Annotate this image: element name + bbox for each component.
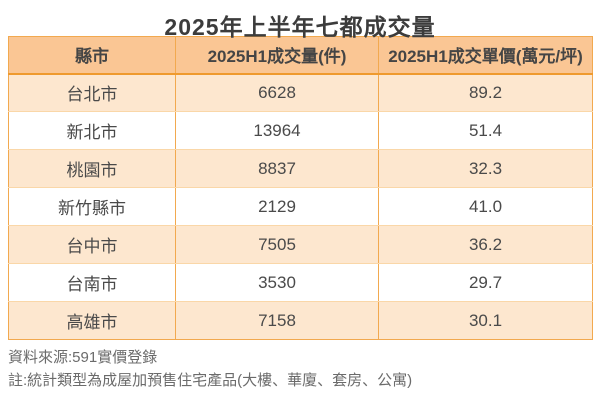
column-header-unit-price: 2025H1成交單價(萬元/坪): [378, 36, 593, 75]
cell-city: 桃園市: [8, 149, 176, 188]
table-row: 台中市 7505 36.2: [8, 225, 593, 264]
table-header-row: 縣市 2025H1成交量(件) 2025H1成交單價(萬元/坪): [8, 36, 593, 75]
cell-volume: 6628: [175, 73, 379, 112]
cell-unit-price: 51.4: [378, 111, 593, 150]
cell-volume: 3530: [175, 263, 379, 302]
table-row: 台南市 3530 29.7: [8, 263, 593, 302]
cell-unit-price: 29.7: [378, 263, 593, 302]
table-row: 台北市 6628 89.2: [8, 73, 593, 112]
cell-volume: 7158: [175, 301, 379, 340]
cell-city: 台中市: [8, 225, 176, 264]
transaction-table: 縣市 2025H1成交量(件) 2025H1成交單價(萬元/坪) 台北市 662…: [8, 36, 593, 340]
data-source-note: 資料來源:591實價登錄: [8, 349, 158, 366]
footer-notes: 資料來源:591實價登錄 註:統計類型為成屋加預售住宅產品(大樓、華廈、套房、公…: [8, 346, 592, 392]
column-header-city: 縣市: [8, 36, 176, 75]
table-row: 高雄市 7158 30.1: [8, 301, 593, 340]
cell-volume: 7505: [175, 225, 379, 264]
statistics-note: 註:統計類型為成屋加預售住宅產品(大樓、華廈、套房、公寓): [8, 372, 413, 389]
column-header-volume: 2025H1成交量(件): [175, 36, 379, 75]
cell-unit-price: 36.2: [378, 225, 593, 264]
cell-volume: 13964: [175, 111, 379, 150]
table-row: 新竹縣市 2129 41.0: [8, 187, 593, 226]
page-title: 2025年上半年七都成交量: [164, 14, 436, 40]
cell-city: 新北市: [8, 111, 176, 150]
cell-city: 高雄市: [8, 301, 176, 340]
cell-unit-price: 32.3: [378, 149, 593, 188]
cell-city: 台南市: [8, 263, 176, 302]
cell-unit-price: 30.1: [378, 301, 593, 340]
cell-volume: 2129: [175, 187, 379, 226]
cell-unit-price: 41.0: [378, 187, 593, 226]
cell-city: 新竹縣市: [8, 187, 176, 226]
table-row: 新北市 13964 51.4: [8, 111, 593, 150]
cell-volume: 8837: [175, 149, 379, 188]
cell-city: 台北市: [8, 73, 176, 112]
cell-unit-price: 89.2: [378, 73, 593, 112]
table-row: 桃園市 8837 32.3: [8, 149, 593, 188]
